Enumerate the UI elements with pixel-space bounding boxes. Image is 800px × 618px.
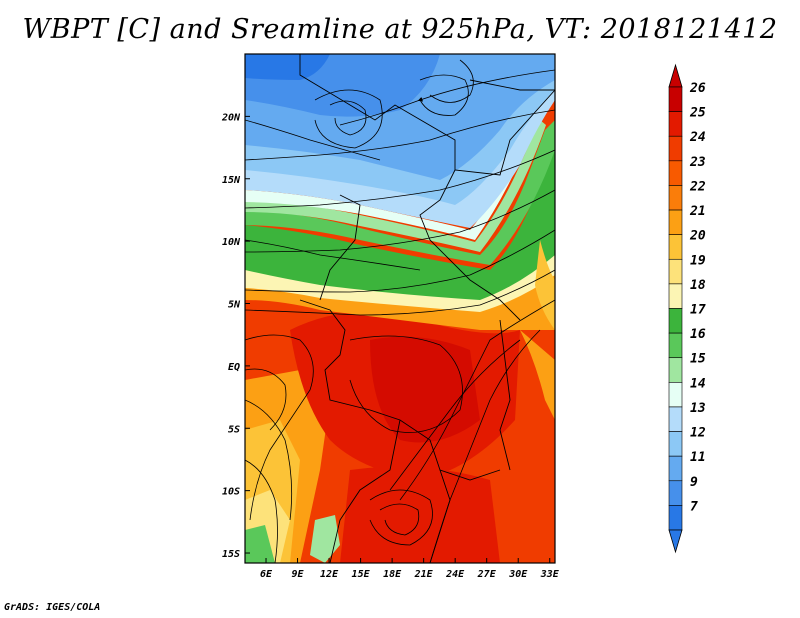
colorbar-swatch xyxy=(668,382,683,408)
colorbar-swatch xyxy=(668,86,683,112)
colorbar-label: 14 xyxy=(690,376,706,391)
colorbar-swatch xyxy=(668,234,683,260)
colorbar-label: 15 xyxy=(690,352,706,367)
colorbar-swatch xyxy=(668,135,683,162)
colorbar-label: 7 xyxy=(690,499,698,514)
x-tick-label: 21E xyxy=(414,569,434,580)
colorbar-swatch xyxy=(668,480,683,506)
x-tick-label: 30E xyxy=(508,569,528,580)
colorbar-swatch xyxy=(668,332,683,359)
colorbar-label: 9 xyxy=(690,475,698,490)
x-tick-label: 24E xyxy=(445,569,465,580)
x-tick-label: 9E xyxy=(292,569,305,580)
colorbar-swatch xyxy=(668,283,683,309)
y-tick-label: 5N xyxy=(228,300,241,311)
colorbar-label: 11 xyxy=(690,450,706,465)
x-tick-label: 15E xyxy=(352,569,371,580)
colorbar-extend-top xyxy=(668,63,683,88)
colorbar: 26 25 24 23 22 21 20 19 18 17 16 15 14 13 12 11 9 7 xyxy=(668,63,706,554)
colorbar-label: 23 xyxy=(689,155,706,170)
colorbar-label: 20 xyxy=(689,229,706,244)
map-title: WBPT [C] and Sreamline at 925hPa, VT: 20… xyxy=(22,14,778,45)
colorbar-label: 16 xyxy=(690,327,706,342)
colorbar-label: 18 xyxy=(690,278,706,293)
colorbar-label: 19 xyxy=(690,253,706,268)
colorbar-label: 21 xyxy=(689,204,706,219)
colorbar-extend-bottom xyxy=(668,529,683,554)
map-frame xyxy=(244,53,556,564)
wbpt-field xyxy=(245,54,555,563)
colorbar-swatch xyxy=(668,357,683,383)
colorbar-label: 22 xyxy=(689,179,706,194)
y-axis: 20N 15N 10N 5N EQ 5S 10S 15S xyxy=(221,112,250,560)
colorbar-swatch xyxy=(668,505,683,531)
colorbar-swatch xyxy=(668,160,683,186)
x-tick-label: 33E xyxy=(540,569,560,580)
colorbar-label: 17 xyxy=(690,303,706,318)
y-tick-label: 5S xyxy=(228,424,240,435)
x-axis: 6E 9E 12E 15E 18E 21E 24E 27E 30E 33E xyxy=(260,558,560,580)
colorbar-swatch xyxy=(668,258,683,285)
colorbar-swatch xyxy=(668,308,683,334)
colorbar-swatch xyxy=(668,111,683,137)
y-tick-label: 15N xyxy=(222,175,241,186)
colorbar-label: 12 xyxy=(690,426,706,441)
y-tick-label: 20N xyxy=(221,112,241,123)
x-tick-label: 12E xyxy=(320,569,339,580)
country-borders xyxy=(299,54,555,563)
colorbar-label: 13 xyxy=(690,401,706,416)
colorbar-swatch xyxy=(668,431,683,457)
colorbar-label: 25 xyxy=(689,106,706,121)
y-tick-label: 15S xyxy=(222,549,240,560)
colorbar-swatch xyxy=(668,209,683,235)
y-tick-label: 10S xyxy=(222,487,240,498)
colorbar-label: 24 xyxy=(689,130,706,145)
footer-credit: GrADS: IGES/COLA xyxy=(4,602,101,613)
colorbar-swatch xyxy=(668,455,683,482)
streamlines xyxy=(245,59,555,563)
y-tick-label: EQ xyxy=(228,362,240,373)
x-tick-label: 27E xyxy=(477,569,497,580)
colorbar-label: 26 xyxy=(689,81,706,96)
colorbar-swatch xyxy=(668,185,683,211)
y-tick-label: 10N xyxy=(222,237,241,248)
x-tick-label: 6E xyxy=(260,569,273,580)
x-tick-label: 18E xyxy=(383,569,402,580)
colorbar-swatch xyxy=(668,406,683,432)
